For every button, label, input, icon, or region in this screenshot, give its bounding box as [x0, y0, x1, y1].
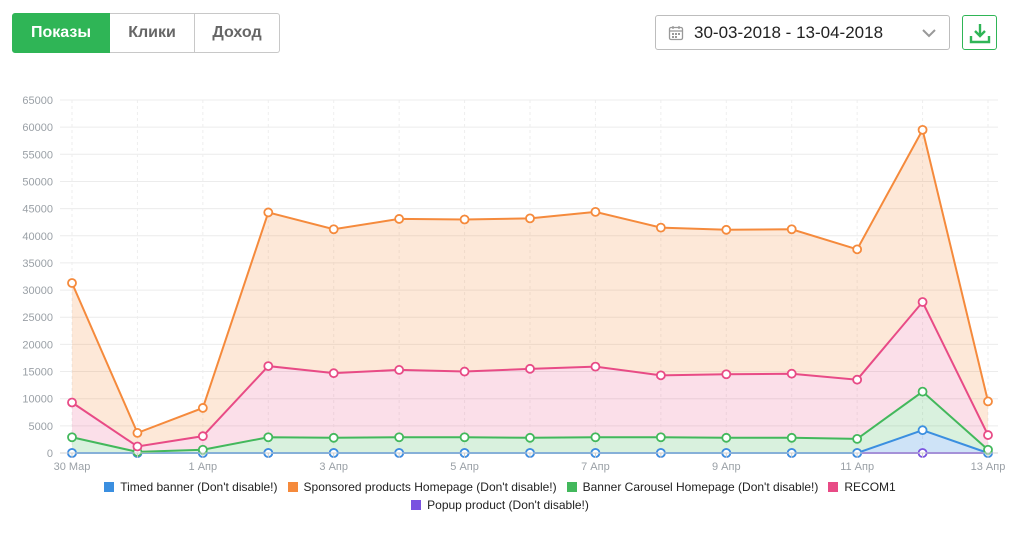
series-area-1: [72, 129, 988, 447]
data-point: [459, 432, 470, 443]
data-point: [590, 361, 601, 372]
data-point: [786, 224, 797, 235]
impressions-chart: 0 5000 10000 15000 20000 25000 30000 35000 40000…: [22, 95, 1006, 473]
data-point: [525, 363, 535, 374]
tab-clicks[interactable]: Клики: [110, 13, 195, 53]
data-point: [132, 441, 143, 452]
x-tick-label: 13 Апр: [971, 461, 1006, 473]
download-icon: [969, 23, 990, 43]
series-area-3: [72, 302, 988, 452]
y-tick-label: 20000: [22, 339, 53, 351]
data-point: [197, 431, 208, 442]
data-point: [917, 386, 928, 397]
legend-item[interactable]: RECOM1: [828, 478, 896, 496]
y-tick-label: 60000: [22, 122, 53, 134]
legend-swatch: [566, 482, 577, 492]
y-tick-label: 55000: [22, 149, 53, 161]
chart-legend: Timed banner (Don't disable!) Sponsored p…: [0, 478, 1000, 514]
legend-label: Sponsored products Homepage (Don't disab…: [303, 480, 557, 494]
x-tick-label: 9 Апр: [712, 461, 741, 473]
data-point: [590, 206, 601, 217]
data-point: [197, 403, 208, 413]
data-point: [655, 222, 666, 233]
data-point: [655, 370, 666, 381]
data-point: [67, 397, 77, 408]
data-point: [721, 224, 732, 235]
tab-impressions[interactable]: Показы: [12, 13, 110, 53]
data-point: [786, 368, 797, 379]
legend-item[interactable]: Popup product (Don't disable!): [411, 496, 589, 514]
data-point: [394, 214, 405, 224]
x-tick-label: 1 Апр: [189, 461, 218, 473]
data-point: [655, 432, 666, 443]
chevron-down-icon: [922, 28, 936, 37]
y-tick-label: 45000: [22, 204, 53, 216]
y-tick-label: 15000: [22, 367, 53, 379]
y-tick-label: 30000: [22, 285, 53, 297]
y-tick-label: 40000: [22, 231, 53, 243]
data-point: [852, 244, 863, 255]
y-tick-label: 35000: [22, 258, 53, 270]
data-point: [721, 369, 732, 380]
data-point: [263, 432, 274, 443]
date-range-label: 30-03-2018 - 13-04-2018: [694, 22, 884, 42]
x-tick-label: 11 Апр: [840, 461, 874, 473]
x-tick-label: 3 Апр: [319, 461, 348, 473]
data-point: [328, 432, 339, 443]
data-point: [590, 432, 601, 443]
tab-revenue[interactable]: Доход: [195, 13, 280, 53]
data-point: [852, 433, 863, 444]
legend-swatch: [104, 482, 115, 492]
data-point: [132, 428, 143, 438]
data-point: [983, 396, 993, 407]
data-point: [917, 297, 928, 307]
y-tick-label: 0: [47, 448, 53, 460]
data-point: [525, 213, 535, 224]
data-point: [721, 432, 732, 443]
data-point: [459, 366, 470, 377]
legend-swatch: [411, 500, 422, 510]
data-point: [525, 432, 535, 443]
download-button[interactable]: [962, 15, 997, 50]
legend-item[interactable]: Timed banner (Don't disable!): [104, 478, 278, 496]
y-tick-label: 65000: [22, 95, 53, 107]
data-point: [917, 425, 928, 436]
date-range-picker[interactable]: 30-03-2018 - 13-04-2018: [655, 15, 950, 50]
legend-label: Timed banner (Don't disable!): [120, 480, 278, 494]
y-tick-label: 25000: [22, 312, 53, 324]
x-tick-label: 7 Апр: [581, 461, 610, 473]
data-point: [263, 361, 274, 372]
data-point: [394, 432, 405, 443]
legend-swatch: [828, 482, 839, 492]
legend-label: Popup product (Don't disable!): [427, 498, 589, 512]
y-tick-label: 5000: [29, 421, 53, 433]
data-point: [67, 278, 77, 288]
data-point: [328, 224, 339, 235]
calendar-icon: [668, 25, 684, 40]
data-point: [983, 430, 993, 440]
legend-label: RECOM1: [844, 480, 896, 494]
data-point: [917, 124, 928, 135]
legend-row: Timed banner (Don't disable!) Sponsored p…: [0, 478, 1000, 496]
series-area-0: [72, 430, 988, 453]
legend-swatch: [287, 482, 298, 492]
x-tick-label: 30 Мар: [54, 461, 91, 473]
data-point: [328, 368, 339, 379]
data-point: [459, 214, 470, 225]
data-point: [67, 432, 77, 443]
legend-row: Popup product (Don't disable!): [0, 496, 1000, 514]
data-point: [786, 432, 797, 443]
x-tick-label: 5 Апр: [450, 461, 479, 473]
legend-item[interactable]: Banner Carousel Homepage (Don't disable!…: [566, 478, 819, 496]
data-point: [263, 207, 274, 218]
data-point: [394, 365, 405, 375]
legend-item[interactable]: Sponsored products Homepage (Don't disab…: [287, 478, 557, 496]
data-point: [852, 374, 863, 385]
metric-tabs: Показы Клики Доход: [12, 13, 280, 53]
y-tick-label: 50000: [22, 176, 53, 188]
y-tick-label: 10000: [22, 394, 53, 406]
legend-label: Banner Carousel Homepage (Don't disable!…: [582, 480, 819, 494]
